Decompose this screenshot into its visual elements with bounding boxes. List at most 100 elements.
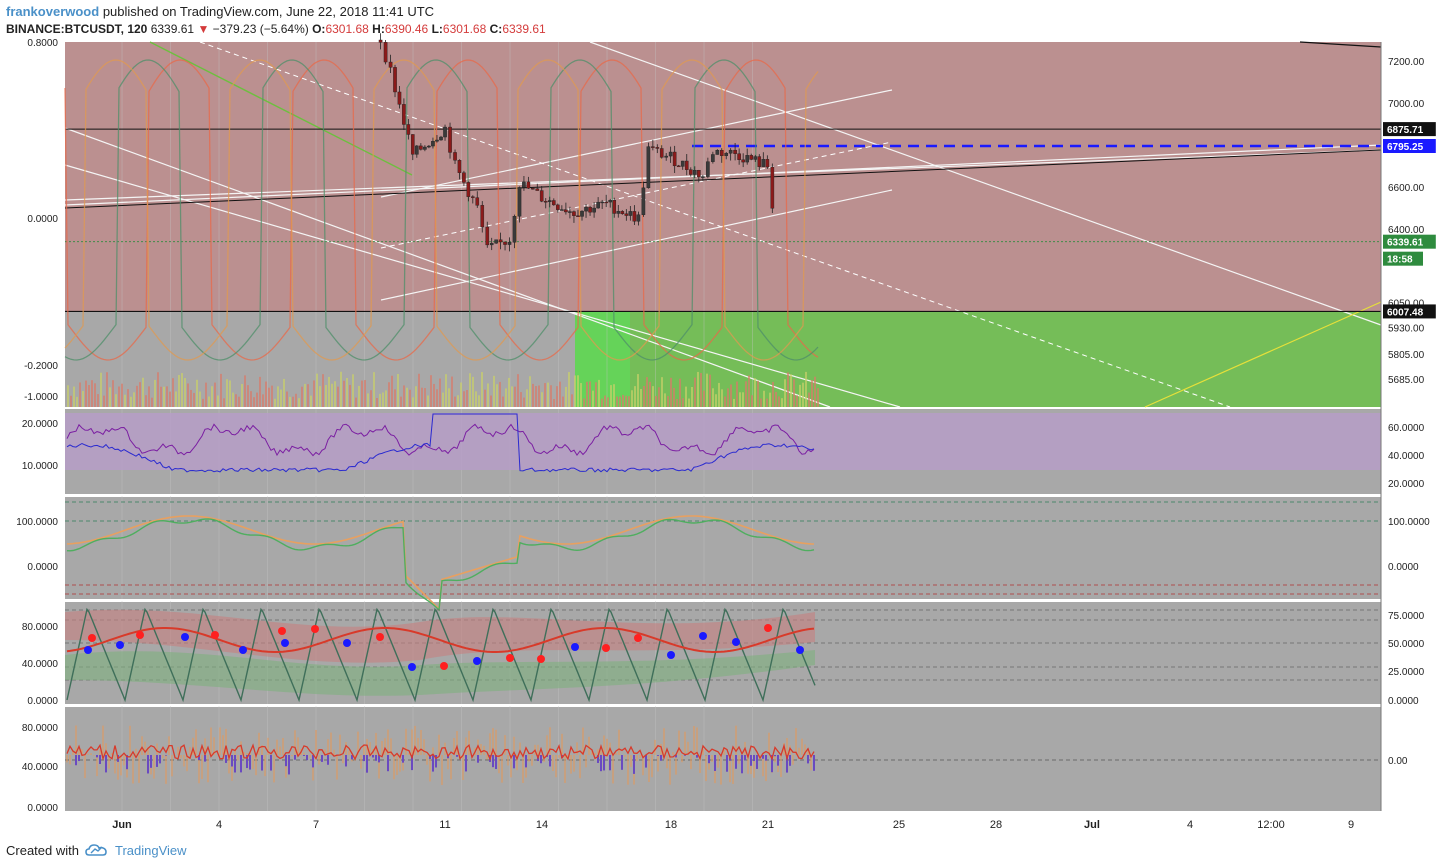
candle-body <box>572 211 576 216</box>
pane5-neg-bar <box>96 755 98 758</box>
volume-bar <box>196 379 198 407</box>
volume-bar <box>250 391 252 407</box>
volume-bar <box>724 396 726 407</box>
pane5-neg-bar <box>246 755 248 769</box>
pane5-neg-bar <box>657 755 659 756</box>
volume-bar <box>688 398 690 407</box>
candle-body <box>560 209 564 211</box>
tradingview-link[interactable]: TradingView <box>114 842 187 858</box>
volume-bar <box>760 398 762 407</box>
volume-bar <box>793 379 795 407</box>
volume-bar <box>178 374 180 407</box>
candle <box>512 214 517 249</box>
candle-body <box>448 126 452 153</box>
volume-bar <box>280 389 282 407</box>
candle-body <box>733 149 737 154</box>
candle-body <box>706 161 710 177</box>
publish-info: frankoverwood published on TradingView.c… <box>6 4 434 19</box>
volume-bar <box>775 391 777 407</box>
pane4-signal-dot <box>116 641 124 649</box>
candle-body <box>604 201 608 204</box>
volume-bar <box>238 396 240 407</box>
volume-bar <box>571 394 573 407</box>
pane4-signal-dot <box>667 651 675 659</box>
volume-bar <box>151 397 153 407</box>
candle <box>498 232 503 250</box>
candle-body <box>697 170 701 178</box>
candle <box>715 149 720 155</box>
candle <box>471 195 475 204</box>
volume-bar <box>556 386 558 407</box>
low-label: L: <box>431 22 443 36</box>
volume-bar <box>439 378 441 407</box>
candle-body <box>636 214 641 222</box>
volume-bar <box>619 396 621 407</box>
pane5-neg-bar <box>285 755 287 767</box>
volume-bar <box>682 398 684 407</box>
volume-bar <box>604 395 606 407</box>
volume-bar <box>307 384 309 407</box>
x-axis-label: Jun <box>112 819 132 831</box>
volume-bar <box>373 372 375 407</box>
pane5-left-label: 80.0000 <box>22 723 59 734</box>
author-link[interactable]: frankoverwood <box>6 4 100 19</box>
pane4-signal-dot <box>473 657 481 665</box>
volume-bar <box>661 377 663 407</box>
volume-bar <box>565 386 567 407</box>
candle-body <box>539 190 544 202</box>
pane5-neg-bar <box>411 755 413 771</box>
volume-bar <box>343 380 345 407</box>
volume-bar <box>361 380 363 407</box>
volume-bar <box>253 397 255 407</box>
pane4-signal-dot <box>764 624 772 632</box>
volume-bar <box>271 385 273 407</box>
candle-body <box>517 187 522 217</box>
pane5-neg-bar <box>234 755 236 773</box>
candle-body <box>584 207 588 212</box>
x-axis-label: 11 <box>439 819 450 831</box>
candle-body <box>462 172 466 183</box>
volume-bar <box>730 384 732 407</box>
volume-bar <box>289 396 291 407</box>
volume-bar <box>490 395 492 407</box>
candle-body <box>588 207 592 213</box>
volume-bar <box>175 391 177 407</box>
candle-body <box>641 187 646 215</box>
volume-bar <box>763 390 765 407</box>
volume-bar <box>472 376 474 407</box>
volume-bar <box>622 394 624 407</box>
volume-bar <box>340 371 342 407</box>
candle <box>462 170 466 186</box>
volume-bar <box>745 381 747 407</box>
pane5-neg-bar <box>261 755 263 771</box>
volume-bar <box>145 395 147 407</box>
pane5-neg-bar <box>306 755 308 761</box>
price-axis-label: 6600.00 <box>1388 183 1425 194</box>
pane4-stoch-line <box>66 607 816 703</box>
pane5-neg-bar <box>741 755 743 774</box>
volume-bar <box>79 382 81 407</box>
pane4-signal-dot <box>181 633 189 641</box>
candle <box>745 148 749 165</box>
price-tag-text: 6339.61 <box>1387 238 1424 249</box>
volume-bar <box>364 380 366 407</box>
adx-line <box>66 413 815 473</box>
volume-bar <box>244 375 246 407</box>
volume-bar <box>325 385 327 407</box>
volume-bar <box>70 395 72 407</box>
volume-bar <box>529 376 531 407</box>
volume-bar <box>412 397 414 407</box>
pane5-neg-bar <box>270 755 272 771</box>
volume-bar <box>166 386 168 407</box>
candle-body <box>624 213 629 216</box>
volume-bar <box>67 385 69 407</box>
pane5-neg-bar <box>675 755 677 758</box>
pane5-neg-bar <box>327 755 329 765</box>
volume-bar <box>388 382 390 407</box>
volume-bar <box>718 382 720 407</box>
volume-bar <box>589 381 591 407</box>
candle <box>393 64 397 98</box>
pane5-left-label: 40.0000 <box>22 762 59 773</box>
pane4-left-label: 0.0000 <box>27 696 58 707</box>
